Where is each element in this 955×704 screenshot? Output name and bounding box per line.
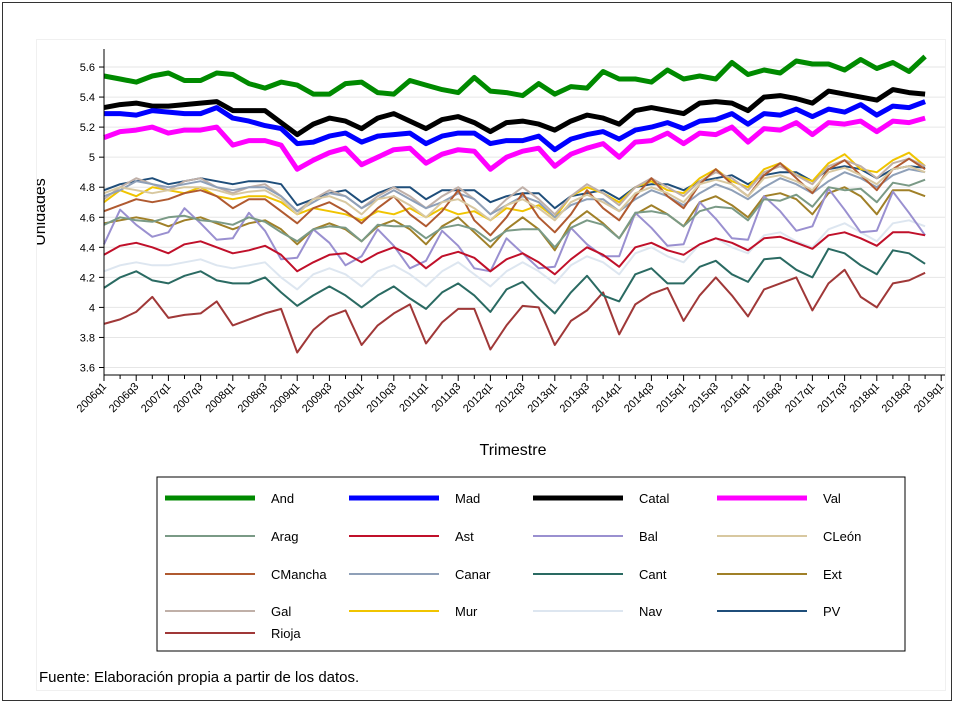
- y-tick-label: 4.4: [80, 242, 95, 254]
- legend-item-gal: Gal: [165, 604, 291, 619]
- y-axis-ticks: 3.6 3.8 4 4.2 4.4 4.6 4.8 5 5.2 5.4 5.6: [80, 62, 104, 374]
- legend-item-val: Val: [717, 491, 841, 506]
- x-tick-label: 2016q3: [751, 381, 785, 415]
- legend-item-cleón: CLeón: [717, 529, 861, 544]
- legend-label: Arag: [271, 529, 298, 544]
- series-line-ast: [103, 231, 926, 276]
- legend-label: Cant: [639, 567, 667, 582]
- legend-label: And: [271, 491, 294, 506]
- x-tick-label: 2009q3: [300, 381, 334, 415]
- x-tick-label: 2011q3: [429, 381, 463, 415]
- series-line-mur: [103, 151, 926, 222]
- x-tick-label: 2019q1: [912, 381, 945, 415]
- legend-item-arag: Arag: [165, 529, 298, 544]
- x-tick-label: 2015q1: [654, 381, 688, 415]
- x-tick-label: 2016q1: [719, 381, 753, 415]
- y-tick-label: 4: [89, 302, 95, 314]
- y-tick-label: 4.8: [80, 182, 95, 194]
- legend-label: Rioja: [271, 626, 301, 641]
- legend-item-and: And: [165, 491, 294, 506]
- y-tick-label: 4.2: [80, 272, 95, 284]
- series-line-cmancha: [103, 157, 926, 237]
- series-line-cleón: [103, 165, 926, 222]
- legend-label: Ast: [455, 529, 474, 544]
- legend-label: CLeón: [823, 529, 861, 544]
- x-axis-ticks: 2006q12006q32007q12007q32008q12008q32009…: [75, 375, 946, 415]
- grid-lines: [104, 66, 946, 368]
- y-tick-label: 5: [89, 152, 95, 164]
- legend-item-rioja: Rioja: [165, 626, 301, 641]
- legend-label: Mad: [455, 491, 480, 506]
- x-tick-label: 2006q1: [75, 381, 109, 415]
- legend-label: Catal: [639, 491, 669, 506]
- x-tick-label: 2007q3: [171, 381, 205, 415]
- legend-item-cant: Cant: [533, 567, 667, 582]
- series-line-nav: [103, 219, 926, 291]
- series-line-catal: [103, 87, 926, 138]
- legend-item-canar: Canar: [349, 567, 491, 582]
- x-tick-label: 2015q3: [686, 381, 720, 415]
- figure-panel: 3.6 3.8 4 4.2 4.4 4.6 4.8 5 5.2 5.4 5.6 2006q1 2006…: [32, 39, 946, 691]
- series-line-mad: [104, 99, 926, 153]
- x-tick-label: 2013q3: [558, 381, 592, 415]
- series-line-cant: [103, 247, 926, 315]
- legend-item-cmancha: CMancha: [165, 567, 327, 582]
- legend-item-catal: Catal: [533, 491, 669, 506]
- legend-item-pv: PV: [717, 604, 841, 619]
- y-tick-label: 4.6: [80, 212, 95, 224]
- legend-label: Mur: [455, 604, 478, 619]
- x-tick-label: 2012q1: [461, 381, 495, 415]
- legend-item-mad: Mad: [349, 491, 480, 506]
- x-tick-label: 2017q1: [783, 381, 817, 415]
- y-tick-label: 5.6: [80, 62, 95, 74]
- legend-label: Val: [823, 491, 841, 506]
- x-tick-label: 2007q1: [139, 381, 173, 415]
- legend-label: Canar: [455, 567, 491, 582]
- series-line-arag: [103, 178, 926, 249]
- x-tick-label: 2018q1: [847, 381, 881, 415]
- x-tick-label: 2014q3: [622, 381, 656, 415]
- x-tick-label: 2010q1: [332, 381, 366, 415]
- legend-box: [156, 476, 906, 652]
- x-tick-label: 2011q1: [397, 381, 431, 415]
- legend: And Mad Catal Val Arag Ast Bal CLeón CMancha Cana…: [165, 491, 861, 641]
- legend-label: Gal: [271, 604, 291, 619]
- y-tick-label: 3.8: [80, 332, 95, 344]
- x-tick-label: 2017q3: [815, 381, 849, 415]
- y-tick-label: 5.4: [80, 92, 95, 104]
- x-tick-label: 2014q1: [590, 381, 624, 415]
- legend-item-nav: Nav: [533, 604, 663, 619]
- x-tick-label: 2008q3: [236, 381, 270, 415]
- x-axis-title: Trimestre: [480, 442, 547, 459]
- legend-item-ast: Ast: [349, 529, 474, 544]
- y-tick-label: 3.6: [80, 362, 95, 374]
- series-line-rioja: [103, 268, 926, 354]
- legend-item-bal: Bal: [533, 529, 658, 544]
- legend-label: PV: [823, 604, 841, 619]
- x-tick-label: 2008q1: [203, 381, 237, 415]
- x-tick-label: 2012q3: [493, 381, 527, 415]
- series-line-canar: [103, 168, 926, 219]
- legend-item-mur: Mur: [349, 604, 478, 619]
- x-tick-label: 2018q3: [880, 381, 914, 415]
- x-tick-label: 2006q3: [107, 381, 141, 415]
- source-note: Fuente: Elaboración propia a partir de l…: [39, 669, 359, 686]
- series-line-val: [103, 115, 926, 172]
- legend-label: Bal: [639, 529, 658, 544]
- y-tick-label: 5.2: [80, 122, 95, 134]
- x-tick-label: 2013q1: [525, 381, 559, 415]
- x-tick-label: 2009q1: [268, 381, 302, 415]
- legend-item-ext: Ext: [717, 567, 842, 582]
- legend-label: CMancha: [271, 567, 327, 582]
- x-tick-label: 2010q3: [364, 381, 398, 415]
- line-chart: 3.6 3.8 4 4.2 4.4 4.6 4.8 5 5.2 5.4 5.6 2006q12006…: [32, 49, 946, 686]
- legend-label: Ext: [823, 567, 842, 582]
- y-axis-title: Unidades: [37, 178, 49, 246]
- series-line-and: [103, 54, 927, 99]
- series-line-bal: [103, 187, 926, 273]
- legend-label: Nav: [639, 604, 663, 619]
- series-lines: [103, 54, 927, 354]
- series-line-pv: [103, 165, 926, 210]
